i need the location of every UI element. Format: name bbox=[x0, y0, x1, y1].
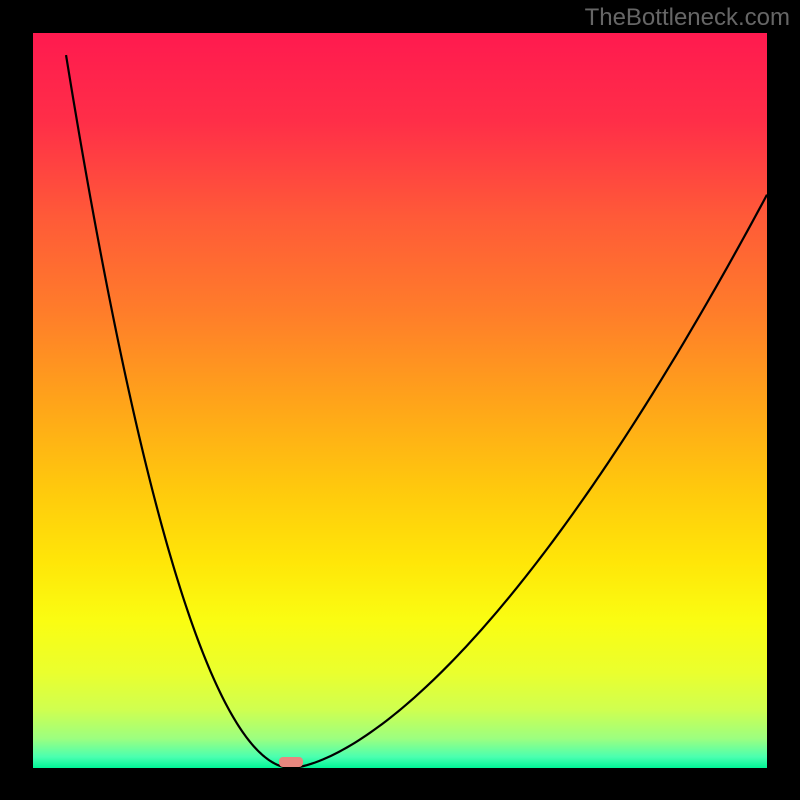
watermark-text: TheBottleneck.com bbox=[585, 4, 790, 32]
curve-path bbox=[66, 55, 767, 768]
curve-minimum-marker bbox=[279, 757, 303, 767]
chart-area bbox=[33, 33, 767, 768]
bottleneck-curve bbox=[33, 33, 767, 768]
